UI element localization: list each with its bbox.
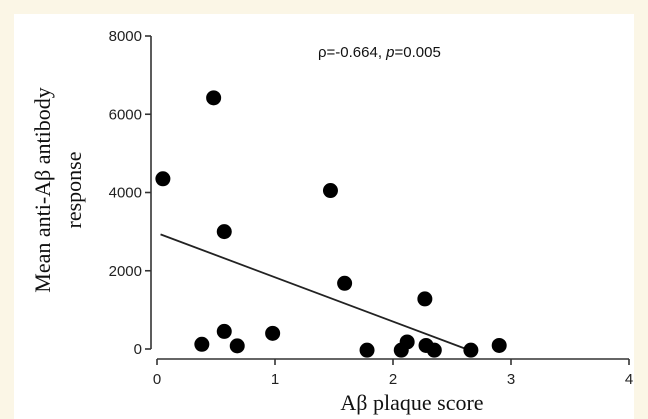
data-point xyxy=(322,183,338,199)
data-point xyxy=(265,325,281,341)
data-point xyxy=(216,323,232,339)
rho-label: ρ=-0.664, xyxy=(318,44,386,61)
y-tick-label: 2000 xyxy=(109,263,142,280)
y-axis-title: Mean anti-Aβ antibody response xyxy=(30,87,86,292)
y-axis-title-line-1: Mean anti-Aβ antibody xyxy=(30,87,55,292)
data-point xyxy=(155,171,171,187)
data-point xyxy=(206,90,222,106)
x-tick-label: 1 xyxy=(271,371,279,388)
correlation-annotation: ρ=-0.664, p=0.005 xyxy=(318,44,441,61)
data-point xyxy=(417,291,433,307)
y-tick-label: 4000 xyxy=(109,185,142,202)
x-tick-label: 2 xyxy=(389,371,397,388)
x-axis-title: Aβ plaque score xyxy=(340,390,483,415)
data-point xyxy=(463,342,479,358)
regression-layer xyxy=(160,233,467,350)
data-point xyxy=(216,224,232,240)
y-tick-label: 8000 xyxy=(109,28,142,45)
x-tick-label: 4 xyxy=(625,371,633,388)
data-point xyxy=(337,275,353,291)
data-point xyxy=(229,338,245,354)
y-tick-label: 0 xyxy=(134,341,142,358)
y-axis-title-line-2: response xyxy=(61,152,86,229)
x-tick-label: 3 xyxy=(507,371,515,388)
axes: 0 2000 4000 6000 8000 0 1 2 3 4 xyxy=(109,28,634,388)
data-point xyxy=(194,336,210,352)
data-point xyxy=(399,334,415,350)
regression-line xyxy=(160,233,467,350)
points-layer xyxy=(155,90,507,358)
y-tick-label: 6000 xyxy=(109,106,142,123)
data-point xyxy=(426,342,442,358)
data-point xyxy=(491,337,507,353)
data-point xyxy=(359,342,375,358)
p-symbol: p xyxy=(385,44,394,61)
p-value: =0.005 xyxy=(395,44,441,61)
x-tick-label: 0 xyxy=(153,371,161,388)
chart-panel xyxy=(14,14,634,419)
